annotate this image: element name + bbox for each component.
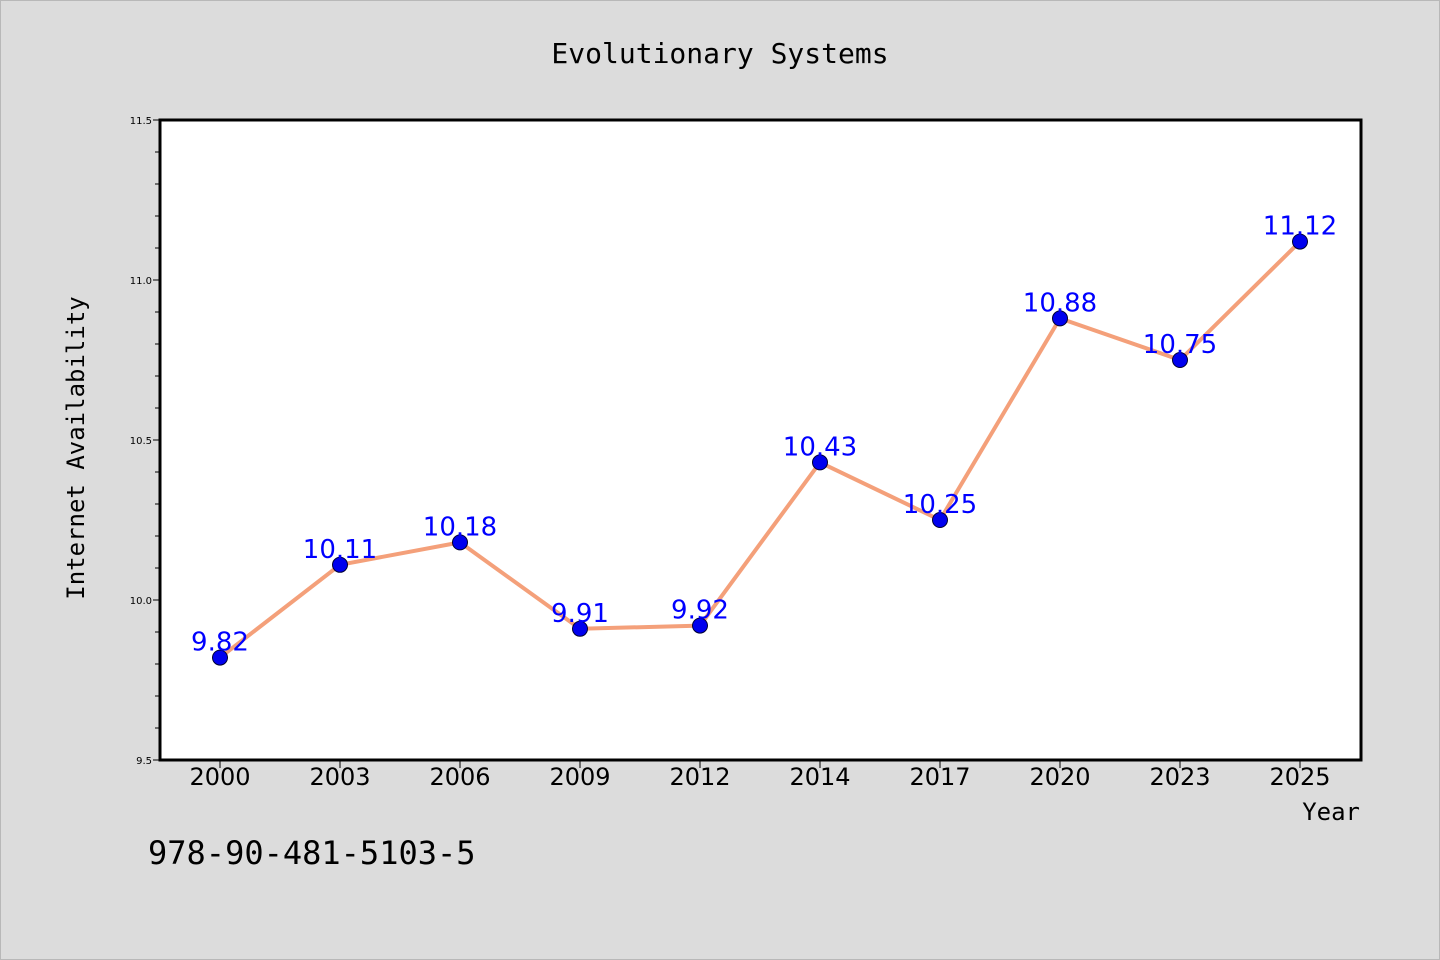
data-label: 10.43 bbox=[783, 432, 857, 462]
data-point bbox=[692, 617, 708, 634]
data-label: 11.12 bbox=[1263, 212, 1337, 242]
plot-area bbox=[158, 118, 1363, 762]
data-point bbox=[212, 649, 228, 666]
y-tick-label: 11.0 bbox=[130, 276, 152, 287]
data-point bbox=[812, 454, 828, 471]
y-axis: 9.5 10.0 10.5 11.0 11.5 bbox=[130, 116, 160, 767]
y-axis-label: Internet Availability bbox=[62, 296, 90, 599]
x-tick-label: 2014 bbox=[789, 763, 850, 791]
x-tick-label: 2009 bbox=[549, 763, 610, 791]
x-axis: 2000 2003 2006 2009 2012 2014 2017 2020 2023 2025 bbox=[189, 760, 1331, 791]
data-label: 10.11 bbox=[303, 535, 377, 565]
x-axis-label: Year bbox=[1302, 798, 1360, 826]
x-tick-label: 2017 bbox=[909, 763, 970, 791]
series-line bbox=[218, 240, 1302, 660]
data-label: 9.91 bbox=[551, 599, 609, 629]
data-point bbox=[332, 556, 348, 573]
data-label: 9.82 bbox=[191, 628, 249, 658]
y-tick-label: 9.5 bbox=[136, 756, 152, 767]
data-label: 10.25 bbox=[903, 490, 977, 520]
data-label: 10.75 bbox=[1143, 330, 1217, 360]
data-point bbox=[932, 512, 948, 528]
data-point bbox=[572, 620, 588, 637]
data-point bbox=[452, 534, 468, 551]
chart-title: Evolutionary Systems bbox=[551, 37, 888, 70]
isbn-text: 978-90-481-5103-5 bbox=[148, 834, 476, 872]
data-point bbox=[1292, 233, 1308, 250]
data-label: 10.88 bbox=[1023, 288, 1097, 318]
x-tick-label: 2006 bbox=[429, 763, 490, 791]
data-point bbox=[1052, 310, 1068, 327]
data-label: 10.18 bbox=[423, 512, 497, 542]
series-layer: 9.82 10.11 10.18 9.91 9.92 10.43 10.25 10.88 10.… bbox=[191, 212, 1337, 666]
x-tick-label: 2020 bbox=[1029, 763, 1090, 791]
y-tick-label: 11.5 bbox=[130, 116, 152, 127]
data-point bbox=[1172, 352, 1188, 368]
x-tick-label: 2012 bbox=[669, 763, 730, 791]
data-label: 9.92 bbox=[671, 596, 729, 626]
y-tick-label: 10.0 bbox=[130, 596, 152, 607]
x-tick-label: 2025 bbox=[1269, 763, 1330, 791]
x-tick-label: 2023 bbox=[1149, 763, 1210, 791]
x-tick-label: 2003 bbox=[309, 763, 370, 791]
y-tick-label: 10.5 bbox=[130, 436, 152, 447]
x-tick-label: 2000 bbox=[189, 763, 250, 791]
